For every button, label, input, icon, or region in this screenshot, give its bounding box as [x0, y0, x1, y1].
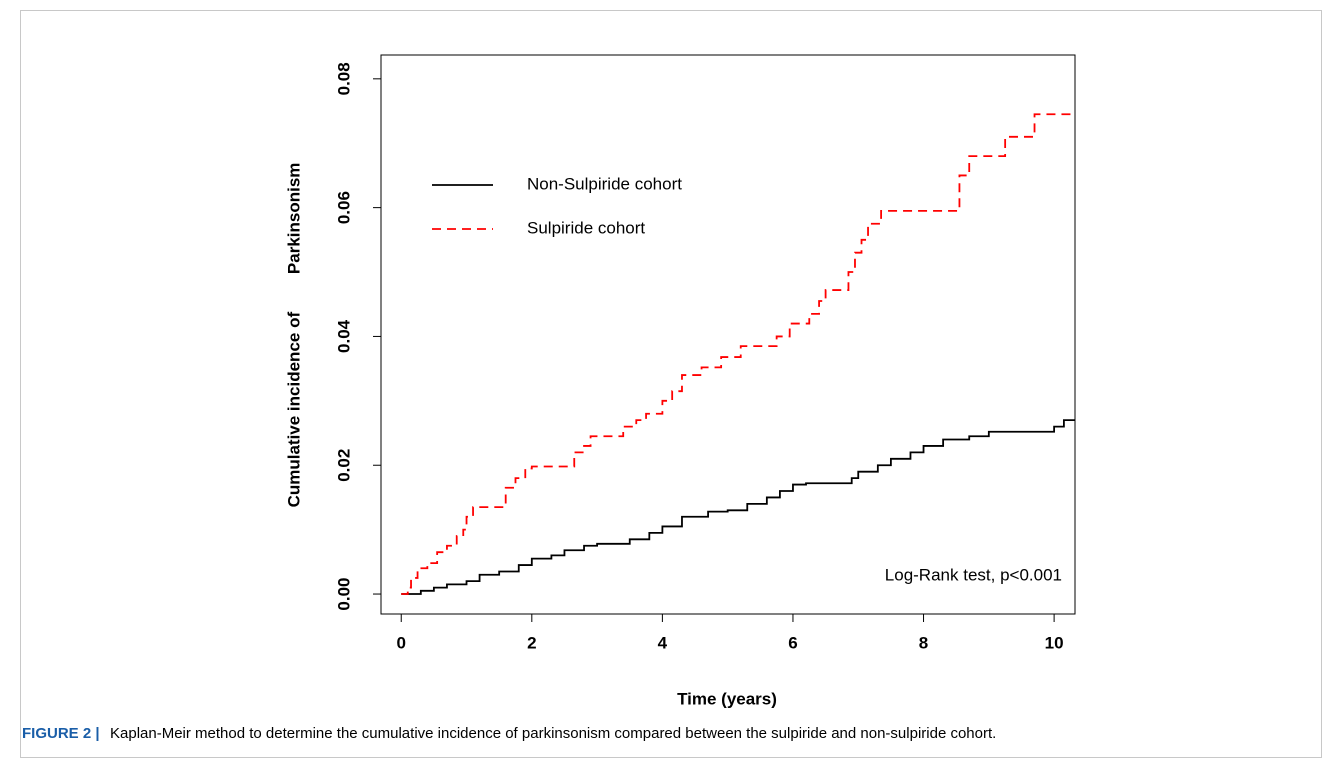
x-tick-label: 4: [658, 633, 668, 652]
x-axis-label: Time (years): [677, 689, 777, 708]
y-tick-label: 0.08: [334, 62, 353, 95]
x-tick-label: 10: [1045, 633, 1064, 652]
km-curve: [401, 419, 1075, 595]
annotation: Log-Rank test, p<0.001: [885, 565, 1062, 584]
legend-label: Sulpiride cohort: [527, 218, 645, 237]
legend-label: Non-Sulpiride cohort: [527, 174, 682, 193]
figure-label: FIGURE 2 |: [22, 725, 100, 742]
y-tick-label: 0.02: [334, 449, 353, 482]
caption: Kaplan-Meir method to determine the cumu…: [110, 725, 996, 742]
x-tick-label: 2: [527, 633, 536, 652]
y-tick-label: 0.04: [334, 319, 353, 353]
x-tick-label: 0: [397, 633, 406, 652]
x-tick-label: 6: [788, 633, 797, 652]
plot-box: [380, 54, 1076, 615]
y-tick-label: 0.06: [334, 191, 353, 224]
y-axis-label: Cumulative incidence of Parkinsonism: [284, 163, 303, 508]
figure-frame: [20, 10, 1322, 758]
km-curve: [401, 113, 1075, 595]
y-tick-label: 0.00: [334, 577, 353, 610]
x-tick-label: 8: [919, 633, 928, 652]
